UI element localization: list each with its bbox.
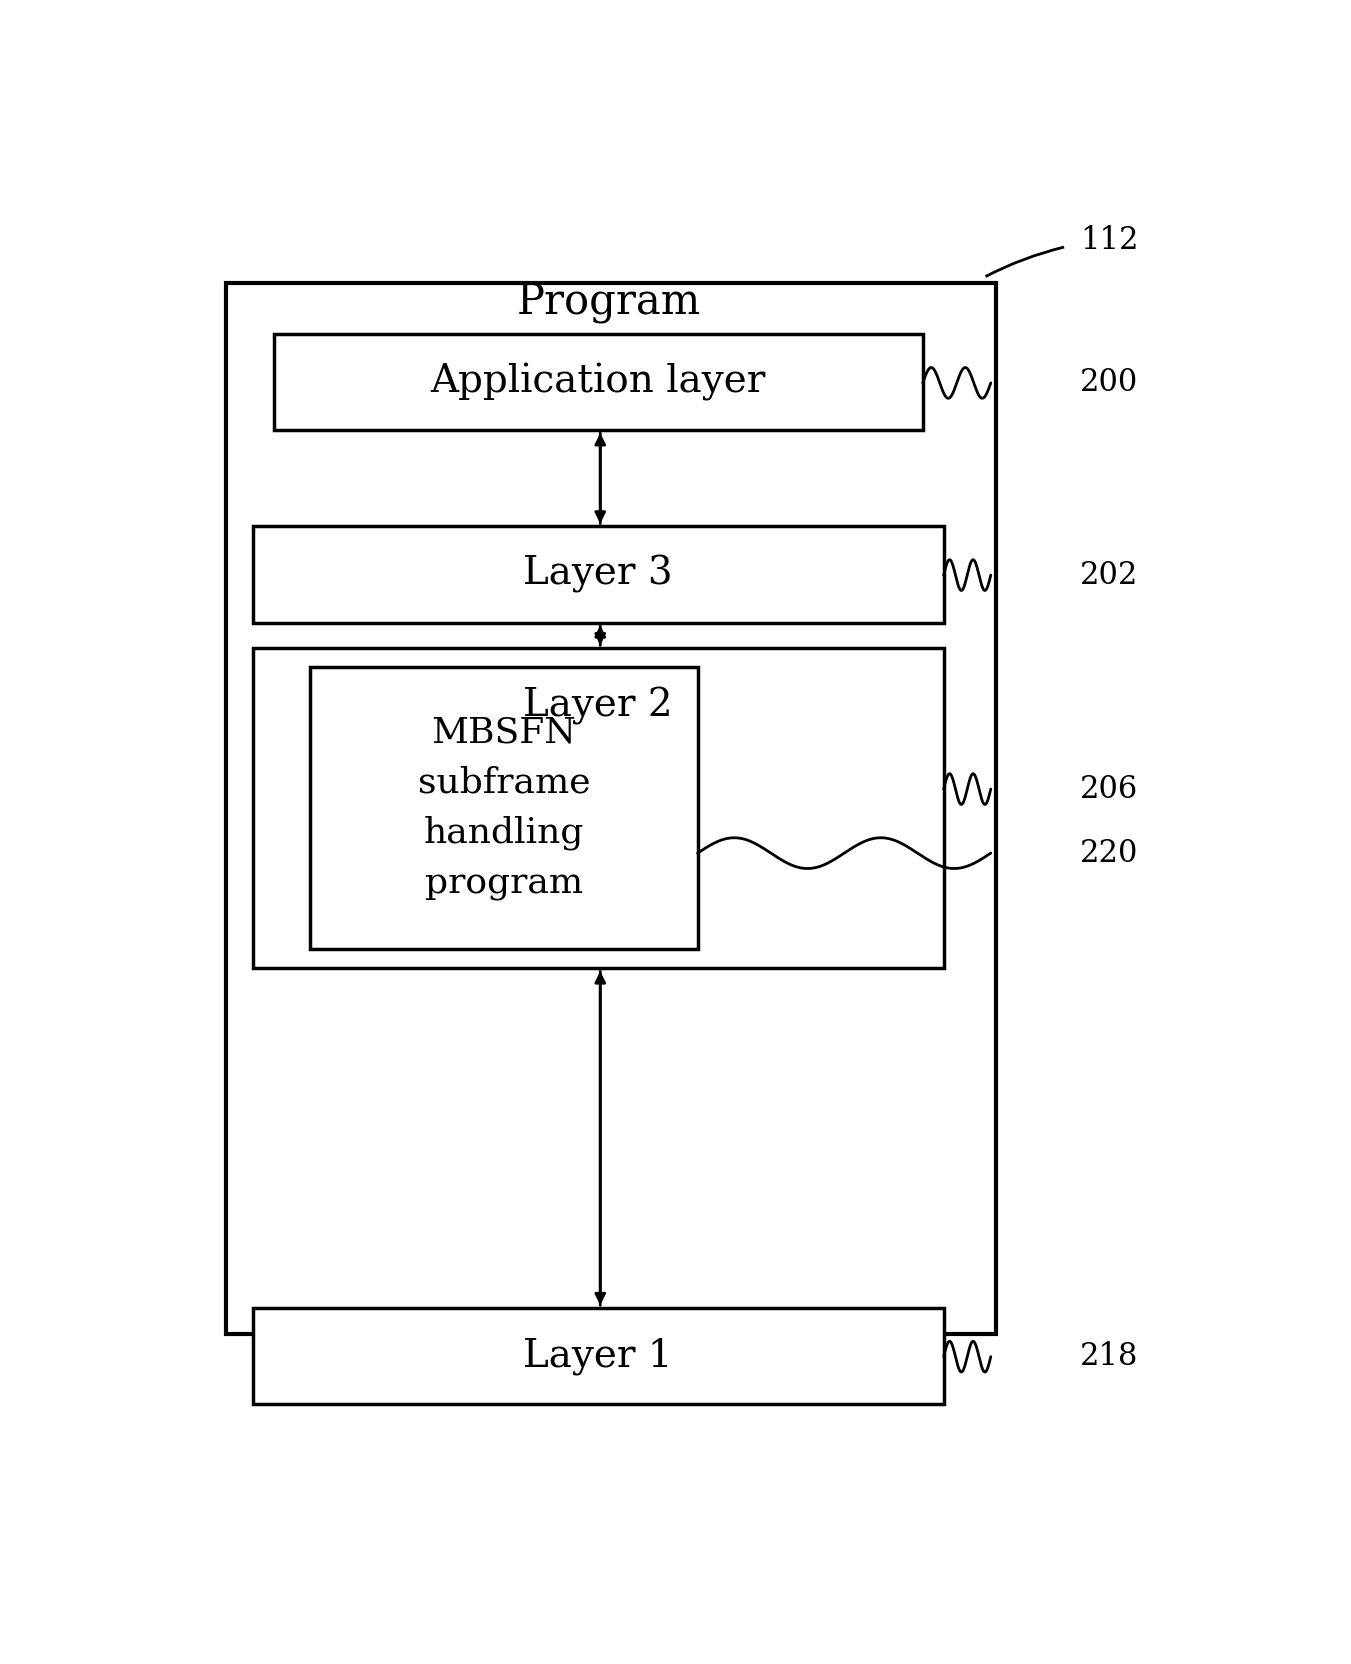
- Text: Program: Program: [516, 281, 701, 323]
- Text: Layer 3: Layer 3: [523, 556, 673, 594]
- Bar: [253, 647, 943, 968]
- Text: 218: 218: [1079, 1341, 1138, 1373]
- Bar: [253, 1308, 943, 1404]
- Bar: [253, 526, 943, 622]
- Text: Layer 1: Layer 1: [523, 1338, 673, 1374]
- Text: 220: 220: [1079, 837, 1138, 869]
- Bar: [273, 334, 923, 431]
- Text: 202: 202: [1079, 559, 1138, 591]
- Text: Application layer: Application layer: [431, 363, 766, 401]
- Bar: [227, 283, 996, 1333]
- Text: 206: 206: [1079, 774, 1138, 805]
- Bar: [311, 667, 697, 948]
- Text: 112: 112: [1079, 225, 1139, 256]
- Text: 200: 200: [1079, 368, 1138, 398]
- Text: MBSFN
subframe
handling
program: MBSFN subframe handling program: [417, 716, 590, 902]
- Text: Layer 2: Layer 2: [523, 687, 673, 724]
